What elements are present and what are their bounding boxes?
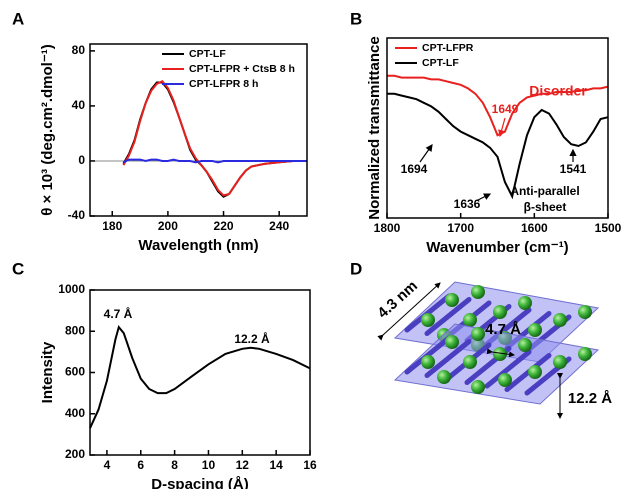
x-tick-label: 1700 xyxy=(447,221,474,235)
x-tick-label: 1600 xyxy=(521,221,548,235)
side-chain xyxy=(528,365,542,379)
annotation: Disorder xyxy=(529,83,587,99)
data-line xyxy=(387,74,609,137)
side-chain xyxy=(518,338,532,352)
x-tick-label: 14 xyxy=(269,458,283,472)
annotation-arrow xyxy=(477,193,492,201)
y-axis-label: Intensity xyxy=(39,341,56,403)
panel-letter: A xyxy=(12,9,24,28)
y-tick-label: -40 xyxy=(68,208,86,222)
strand xyxy=(504,353,552,392)
side-chain xyxy=(498,373,512,387)
annotation-arrow xyxy=(498,117,506,138)
annotation: 1636 xyxy=(454,197,481,211)
x-tick-label: 200 xyxy=(158,219,178,233)
annotation: β-sheet xyxy=(524,200,567,214)
x-tick-label: 4 xyxy=(104,458,111,472)
annotation: 1694 xyxy=(401,162,428,176)
panel-letter: B xyxy=(350,9,362,28)
x-tick-label: 12 xyxy=(236,458,250,472)
x-tick-label: 8 xyxy=(171,458,178,472)
y-tick-label: 1000 xyxy=(58,282,85,296)
side-chain xyxy=(437,370,451,384)
legend-label: CPT-LF xyxy=(189,48,226,60)
y-tick-label: 40 xyxy=(72,98,86,112)
annotation: 1541 xyxy=(560,162,587,176)
x-axis-label: D-spacing (Å) xyxy=(151,476,249,489)
annotation: 4.7 Å xyxy=(104,306,133,321)
y-tick-label: 400 xyxy=(65,406,85,420)
dimension-label: 4.3 nm xyxy=(374,277,421,321)
annotation: 12.2 Å xyxy=(234,331,270,346)
y-tick-label: 80 xyxy=(72,43,86,57)
structure-diagram: 4.3 nm 4.7 Å 12.2 Å xyxy=(374,277,612,419)
y-tick-label: 200 xyxy=(65,447,85,461)
legend-label: CPT-LFPR xyxy=(422,42,474,54)
side-chain xyxy=(421,313,435,327)
data-line xyxy=(122,158,307,164)
side-chain xyxy=(553,355,567,369)
strand xyxy=(424,339,472,378)
side-chain xyxy=(518,296,532,310)
data-line xyxy=(89,324,311,429)
data-line xyxy=(387,92,609,200)
side-chain xyxy=(471,380,485,394)
plot-frame xyxy=(386,37,609,219)
side-chain xyxy=(445,335,459,349)
annotation-arrow xyxy=(419,144,433,163)
dim-line xyxy=(486,348,515,358)
dimension-label: 4.7 Å xyxy=(485,321,521,338)
side-chain xyxy=(493,305,507,319)
x-tick-label: 1500 xyxy=(595,221,622,235)
side-chain xyxy=(553,313,567,327)
x-tick-label: 10 xyxy=(202,458,216,472)
x-tick-label: 180 xyxy=(102,219,122,233)
dimension-label: 12.2 Å xyxy=(568,390,612,407)
legend-label: CPT-LFPR 8 h xyxy=(189,78,258,90)
y-axis-label: Normalized transmittance xyxy=(366,36,383,219)
x-tick-label: 220 xyxy=(214,219,234,233)
side-chain xyxy=(471,327,485,341)
legend-label: CPT-LFPR + CtsB 8 h xyxy=(189,63,295,75)
dim-line xyxy=(377,282,441,341)
x-tick-label: 6 xyxy=(137,458,144,472)
side-chain xyxy=(471,285,485,299)
x-axis-label: Wavenumber (cm⁻¹) xyxy=(426,239,568,256)
x-tick-label: 240 xyxy=(269,219,289,233)
side-chain xyxy=(578,347,592,361)
panel-letter: C xyxy=(12,259,24,278)
side-chain xyxy=(463,313,477,327)
annotation: Anti-parallel xyxy=(510,184,579,198)
y-axis-label: θ × 10³ (deg.cm².dmol⁻¹) xyxy=(39,44,56,215)
side-chain xyxy=(528,323,542,337)
x-tick-label: 16 xyxy=(303,458,317,472)
x-axis-label: Wavelength (nm) xyxy=(138,237,258,254)
x-tick-label: 1800 xyxy=(374,221,401,235)
y-tick-label: 0 xyxy=(78,153,85,167)
strand xyxy=(484,349,532,389)
plot-frame xyxy=(89,43,308,217)
data-line xyxy=(122,79,307,197)
annotation: 1649 xyxy=(492,102,519,116)
y-tick-label: 800 xyxy=(65,323,85,337)
y-tick-label: 600 xyxy=(65,365,85,379)
side-chain xyxy=(578,305,592,319)
panel-letter: D xyxy=(350,259,362,278)
legend-label: CPT-LF xyxy=(422,57,459,69)
side-chain xyxy=(421,355,435,369)
side-chain xyxy=(445,293,459,307)
data-line xyxy=(122,81,307,198)
side-chain xyxy=(463,355,477,369)
